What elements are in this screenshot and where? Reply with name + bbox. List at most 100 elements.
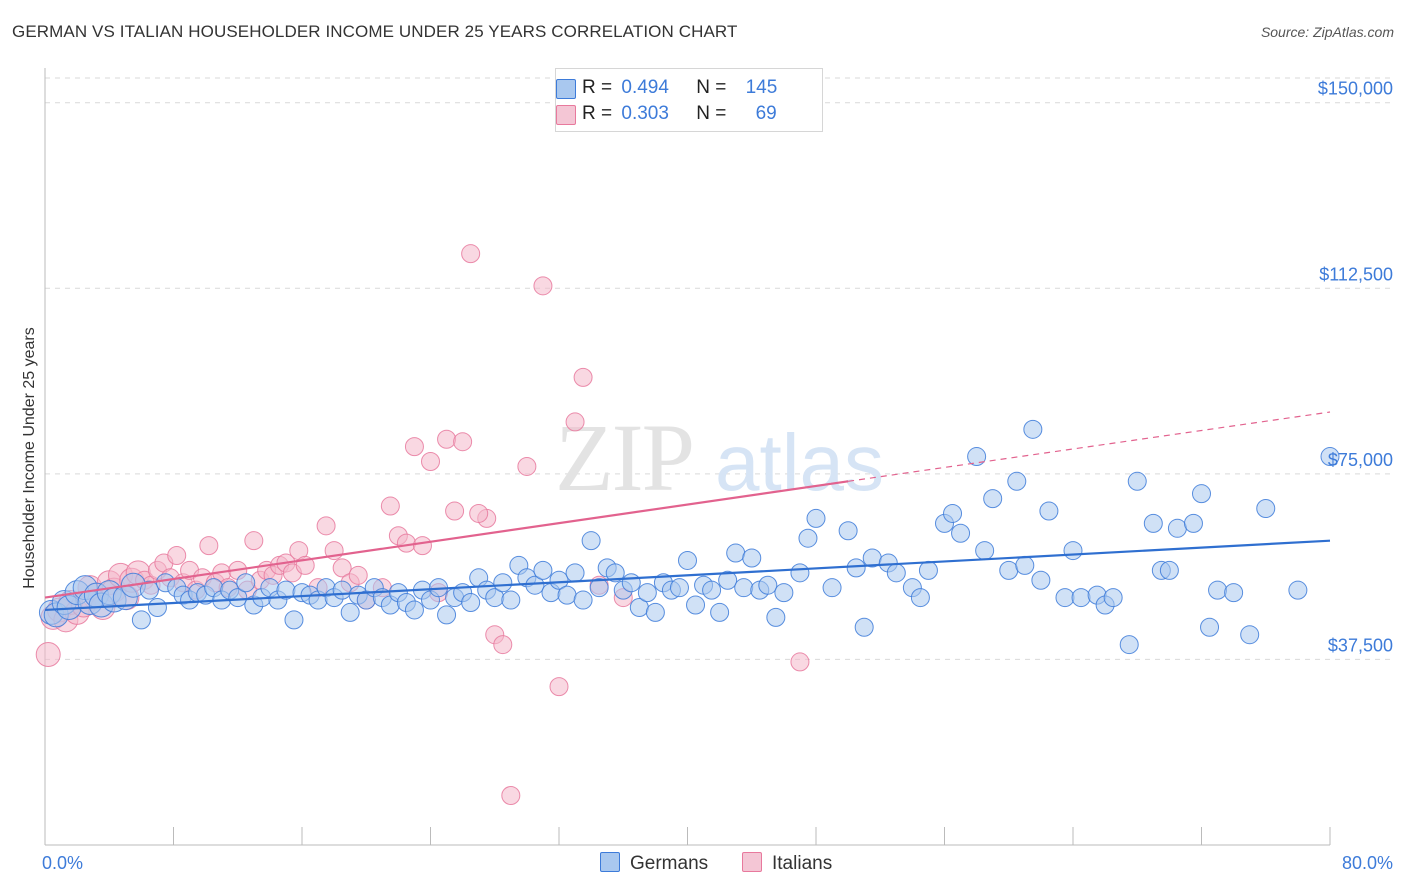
germans-point [139,580,159,600]
germans-point [1320,447,1340,467]
germans-point [461,593,481,613]
italians-trend-extension [848,411,1331,482]
italians-point [549,677,569,697]
germans-trend-line [44,539,1331,612]
germans-point [1224,583,1244,603]
x-tick-label: 0.0% [42,853,83,873]
italians-point [332,558,352,578]
germans-point [806,508,826,528]
italians-point [199,536,219,556]
tick-labels: $37,500 $75,000 $112,500 $150,000 0.0% 80.0% [42,79,1393,873]
germans-point [1039,501,1059,521]
germans-point [758,575,778,595]
germans-point [525,575,545,595]
germans-point [822,578,842,598]
germans-point [1159,560,1179,580]
italians-point [533,276,553,296]
germans-point [565,563,585,583]
germans-point [1208,580,1228,600]
germans-point [533,560,553,580]
correlation-legend: R = 0.494 N = 145 R = 0.303 N = 69 [555,68,823,132]
y-tick-label: $37,500 [1328,635,1393,655]
germans-point [1256,499,1276,519]
germans-point [951,523,971,543]
germans-point [1015,555,1035,575]
y-tick-label: $75,000 [1328,450,1393,470]
germans-point [846,558,866,578]
germans-point [1288,580,1308,600]
italians-point [469,503,489,523]
germans-point [581,531,601,551]
germans-point [404,600,424,620]
bottom-legend-swatch-italians [742,852,762,872]
italians-point [790,652,810,672]
italians-point [453,432,473,452]
germans-point [702,580,722,600]
italians-point [412,536,432,556]
italians-trend-line [44,480,849,599]
germans-point [1007,471,1027,491]
legend-n-label: N = [696,77,727,98]
germans-point [1103,588,1123,608]
germans-point [734,578,754,598]
italians-point [348,565,368,585]
germans-point [236,573,256,593]
legend-r-label: R = [582,103,613,124]
germans-point [678,550,697,570]
germans-point [726,543,746,563]
germans-point [1183,513,1203,533]
trend-lines [44,411,1331,612]
chart-title: GERMAN VS ITALIAN HOUSEHOLDER INCOME UND… [12,22,738,41]
germans-point [1143,513,1163,533]
germans-point [437,605,457,625]
italians-point [396,533,416,553]
germans-point [1063,541,1083,561]
y-tick-label: $112,500 [1319,264,1393,284]
chart-source: Source: ZipAtlas.com [1260,24,1394,40]
bottom-legend-label-italians: Italians [772,853,833,874]
germans-point [1200,617,1220,637]
italians-point [380,496,400,516]
germans-point [798,528,818,548]
axes [44,68,1331,846]
germans-point [854,617,874,637]
italians-point [565,412,585,432]
germans-point [1240,625,1260,645]
bottom-legend-germans: Germans [600,852,708,875]
legend-row-germans: R = 0.494 N = 145 [556,77,778,99]
italians-point [35,641,61,667]
germans-point [1031,570,1051,590]
italians-point [167,546,187,566]
italians-point [244,531,264,551]
watermark-atlas: atlas [715,418,884,507]
germans-point [918,560,938,580]
germans-point [284,610,304,630]
germans-point [573,590,593,610]
germans-point [669,578,689,598]
italians-point [404,437,424,457]
germans-point [340,602,360,622]
legend-n-value: 69 [755,103,777,124]
bottom-legend-italians: Italians [742,852,832,875]
germans-point [589,578,609,598]
legend-r-value: 0.303 [621,103,669,124]
germans-point [1055,588,1075,608]
germans-point [621,573,641,593]
germans-point [718,570,738,590]
germans-point [910,588,930,608]
germans-point [766,607,786,627]
germans-point [742,548,762,568]
germans-point [605,563,625,583]
germans-point [147,597,167,617]
italians-point [437,429,457,449]
y-axis-label: Householder Income Under 25 years [21,327,38,589]
legend-row-italians: R = 0.303 N = 69 [556,103,777,125]
germans-point [967,447,987,467]
germans-point [838,521,858,541]
legend-n-value: 145 [745,77,778,98]
germans-point [228,588,248,608]
bottom-legend-swatch-germans [600,852,620,872]
legend-swatch-germans [556,79,576,99]
italians-point [517,456,537,476]
germans-point [637,583,657,603]
